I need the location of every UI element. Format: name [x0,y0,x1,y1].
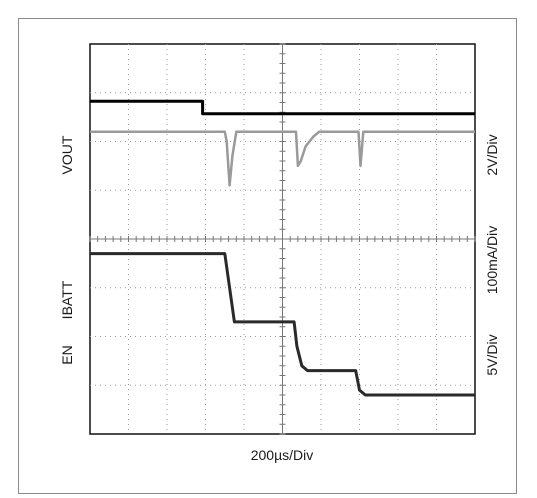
x-axis-label: 200µs/Div [251,447,314,463]
label-vout: VOUT [59,135,75,174]
label-vout-scale: 2V/Div [484,134,500,175]
chart-frame [18,18,517,494]
traces [90,99,475,397]
label-en-scale: 5V/Div [484,334,500,375]
label-ibatt: IBATT [59,280,75,319]
trace-ibatt [90,130,475,187]
label-en: EN [59,345,75,364]
trace-vout [90,252,475,397]
label-ibatt-scale: 100mA/Div [484,226,500,294]
trace-en [90,99,475,116]
grid [89,43,476,435]
